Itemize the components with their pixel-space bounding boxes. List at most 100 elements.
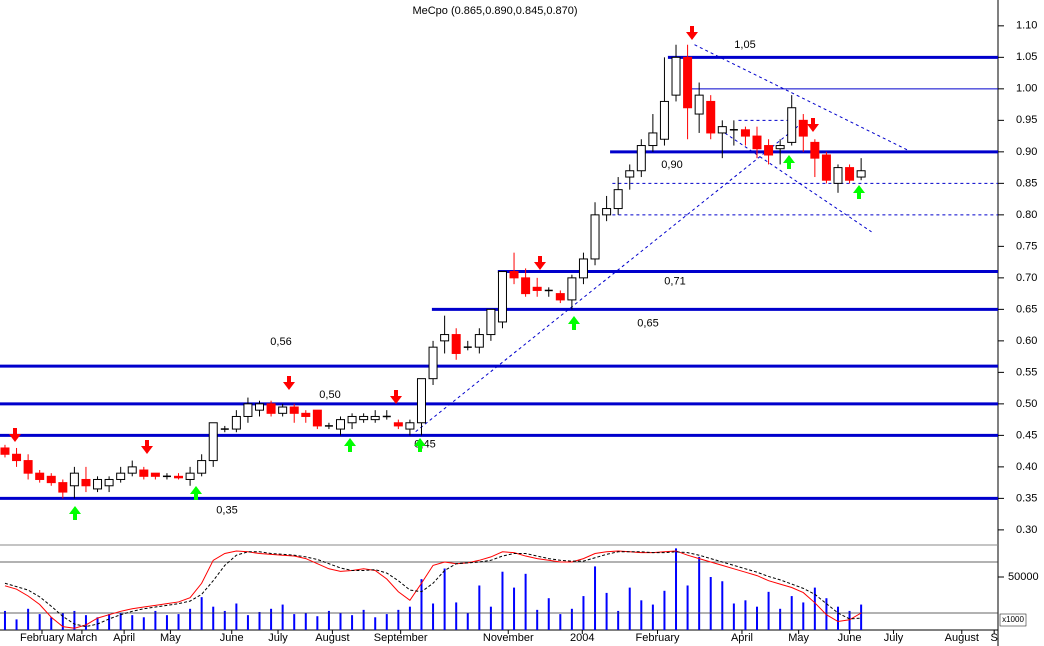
volume-bar (84, 615, 87, 630)
x-tick-label: November (483, 632, 534, 644)
indicator-line (4, 551, 862, 628)
volume-bar (316, 616, 319, 630)
volume-bar (177, 614, 180, 630)
y-tick-label: 0.45 (1016, 429, 1037, 441)
trendline (719, 129, 872, 233)
x-tick-label: August (945, 632, 979, 644)
candle-body (12, 453, 22, 462)
volume-bar (779, 608, 782, 630)
volume-bar (559, 614, 562, 630)
candle-body (359, 415, 369, 421)
volume-bar (443, 568, 446, 630)
volume-bar (3, 610, 6, 630)
candle-body (764, 145, 774, 156)
volume-bar (536, 609, 539, 630)
volume-bar (270, 608, 273, 630)
volume-bar (362, 609, 365, 630)
level-label: 0,56 (270, 336, 291, 348)
volume-bar (38, 614, 41, 630)
volume-bar (628, 587, 631, 630)
y-tick-label: 1.00 (1016, 83, 1037, 95)
candle-body (683, 56, 693, 109)
candle-body (46, 475, 56, 484)
candle-body (613, 189, 623, 210)
y-tick-label: 0.85 (1016, 177, 1037, 189)
sell-arrow (141, 440, 153, 454)
y-tick-label: 1.10 (1016, 20, 1037, 32)
candle-body (301, 412, 311, 417)
volume-bar (524, 573, 527, 630)
candle-body (671, 56, 681, 96)
sell-arrow (9, 428, 21, 442)
volume-bar (142, 617, 145, 630)
x-tick-label: February (20, 632, 65, 644)
x-tick-label: June (220, 632, 244, 644)
volume-bar (860, 604, 863, 630)
volume-bar (293, 614, 296, 630)
y-tick-label: 0.40 (1016, 461, 1037, 473)
x-tick-label: 2004 (570, 632, 594, 644)
candle-body (451, 334, 461, 354)
volume-bar (721, 581, 724, 630)
volume-bar (165, 615, 168, 630)
candle-body (197, 460, 207, 474)
candle-body (116, 472, 126, 480)
volume-bar (397, 609, 400, 630)
volume-bar (848, 610, 851, 630)
buy-arrow (190, 486, 202, 500)
candle-body (81, 478, 91, 487)
candle-body (58, 482, 68, 493)
sell-arrow (686, 26, 698, 40)
y-tick-label: 0.35 (1016, 492, 1037, 504)
candle-body (185, 472, 195, 480)
volume-bar (617, 610, 620, 630)
volume-bar (513, 587, 516, 630)
y-tick-label: 0.90 (1016, 146, 1037, 158)
candle-body (35, 472, 45, 480)
candle-body (0, 447, 10, 455)
candle-body (428, 346, 438, 380)
y-tick-label: 0.95 (1016, 114, 1037, 126)
x-tick-label: April (113, 632, 135, 644)
candle-body (23, 460, 33, 474)
candle-body (243, 403, 253, 417)
candle-body (752, 135, 762, 150)
volume-bar (686, 585, 689, 630)
volume-bar (767, 591, 770, 630)
candle-body (845, 167, 855, 181)
x-tick-label: July (884, 632, 904, 644)
volume-bar (189, 608, 192, 630)
volume-bar (756, 606, 759, 630)
candle-body (810, 141, 820, 159)
volume-bar (258, 611, 261, 630)
volume-bar (200, 597, 203, 630)
y-tick-label: 0.50 (1016, 398, 1037, 410)
x-tick-label: September (374, 632, 428, 644)
volume-bar (675, 548, 678, 630)
candle-body (590, 214, 600, 260)
candle-body (104, 478, 114, 487)
chart-title: MeCpo (0.865,0.890,0.845,0.870) (412, 5, 577, 17)
volume-bar (432, 603, 435, 630)
volume-bar (813, 587, 816, 630)
candle-body (775, 145, 785, 150)
volume-bar (455, 602, 458, 630)
volume-bar (420, 579, 423, 630)
y-tick-label: 0.80 (1016, 209, 1037, 221)
volume-bar (408, 606, 411, 630)
candle-body (255, 403, 265, 411)
volume-bar (663, 590, 666, 630)
candle-body (150, 472, 160, 477)
y-tick-label: 0.65 (1016, 303, 1037, 315)
volume-bar (466, 613, 469, 630)
y-tick-label: 1.05 (1016, 51, 1037, 63)
volume-bar (489, 606, 492, 630)
volume-bar (385, 614, 388, 630)
buy-arrow (568, 316, 580, 330)
candle-body (405, 422, 415, 430)
y-tick-label: 0.75 (1016, 240, 1037, 252)
level-label: 0,50 (319, 389, 340, 401)
candle-body (139, 469, 149, 477)
y-tick-label: 0.30 (1016, 524, 1037, 536)
